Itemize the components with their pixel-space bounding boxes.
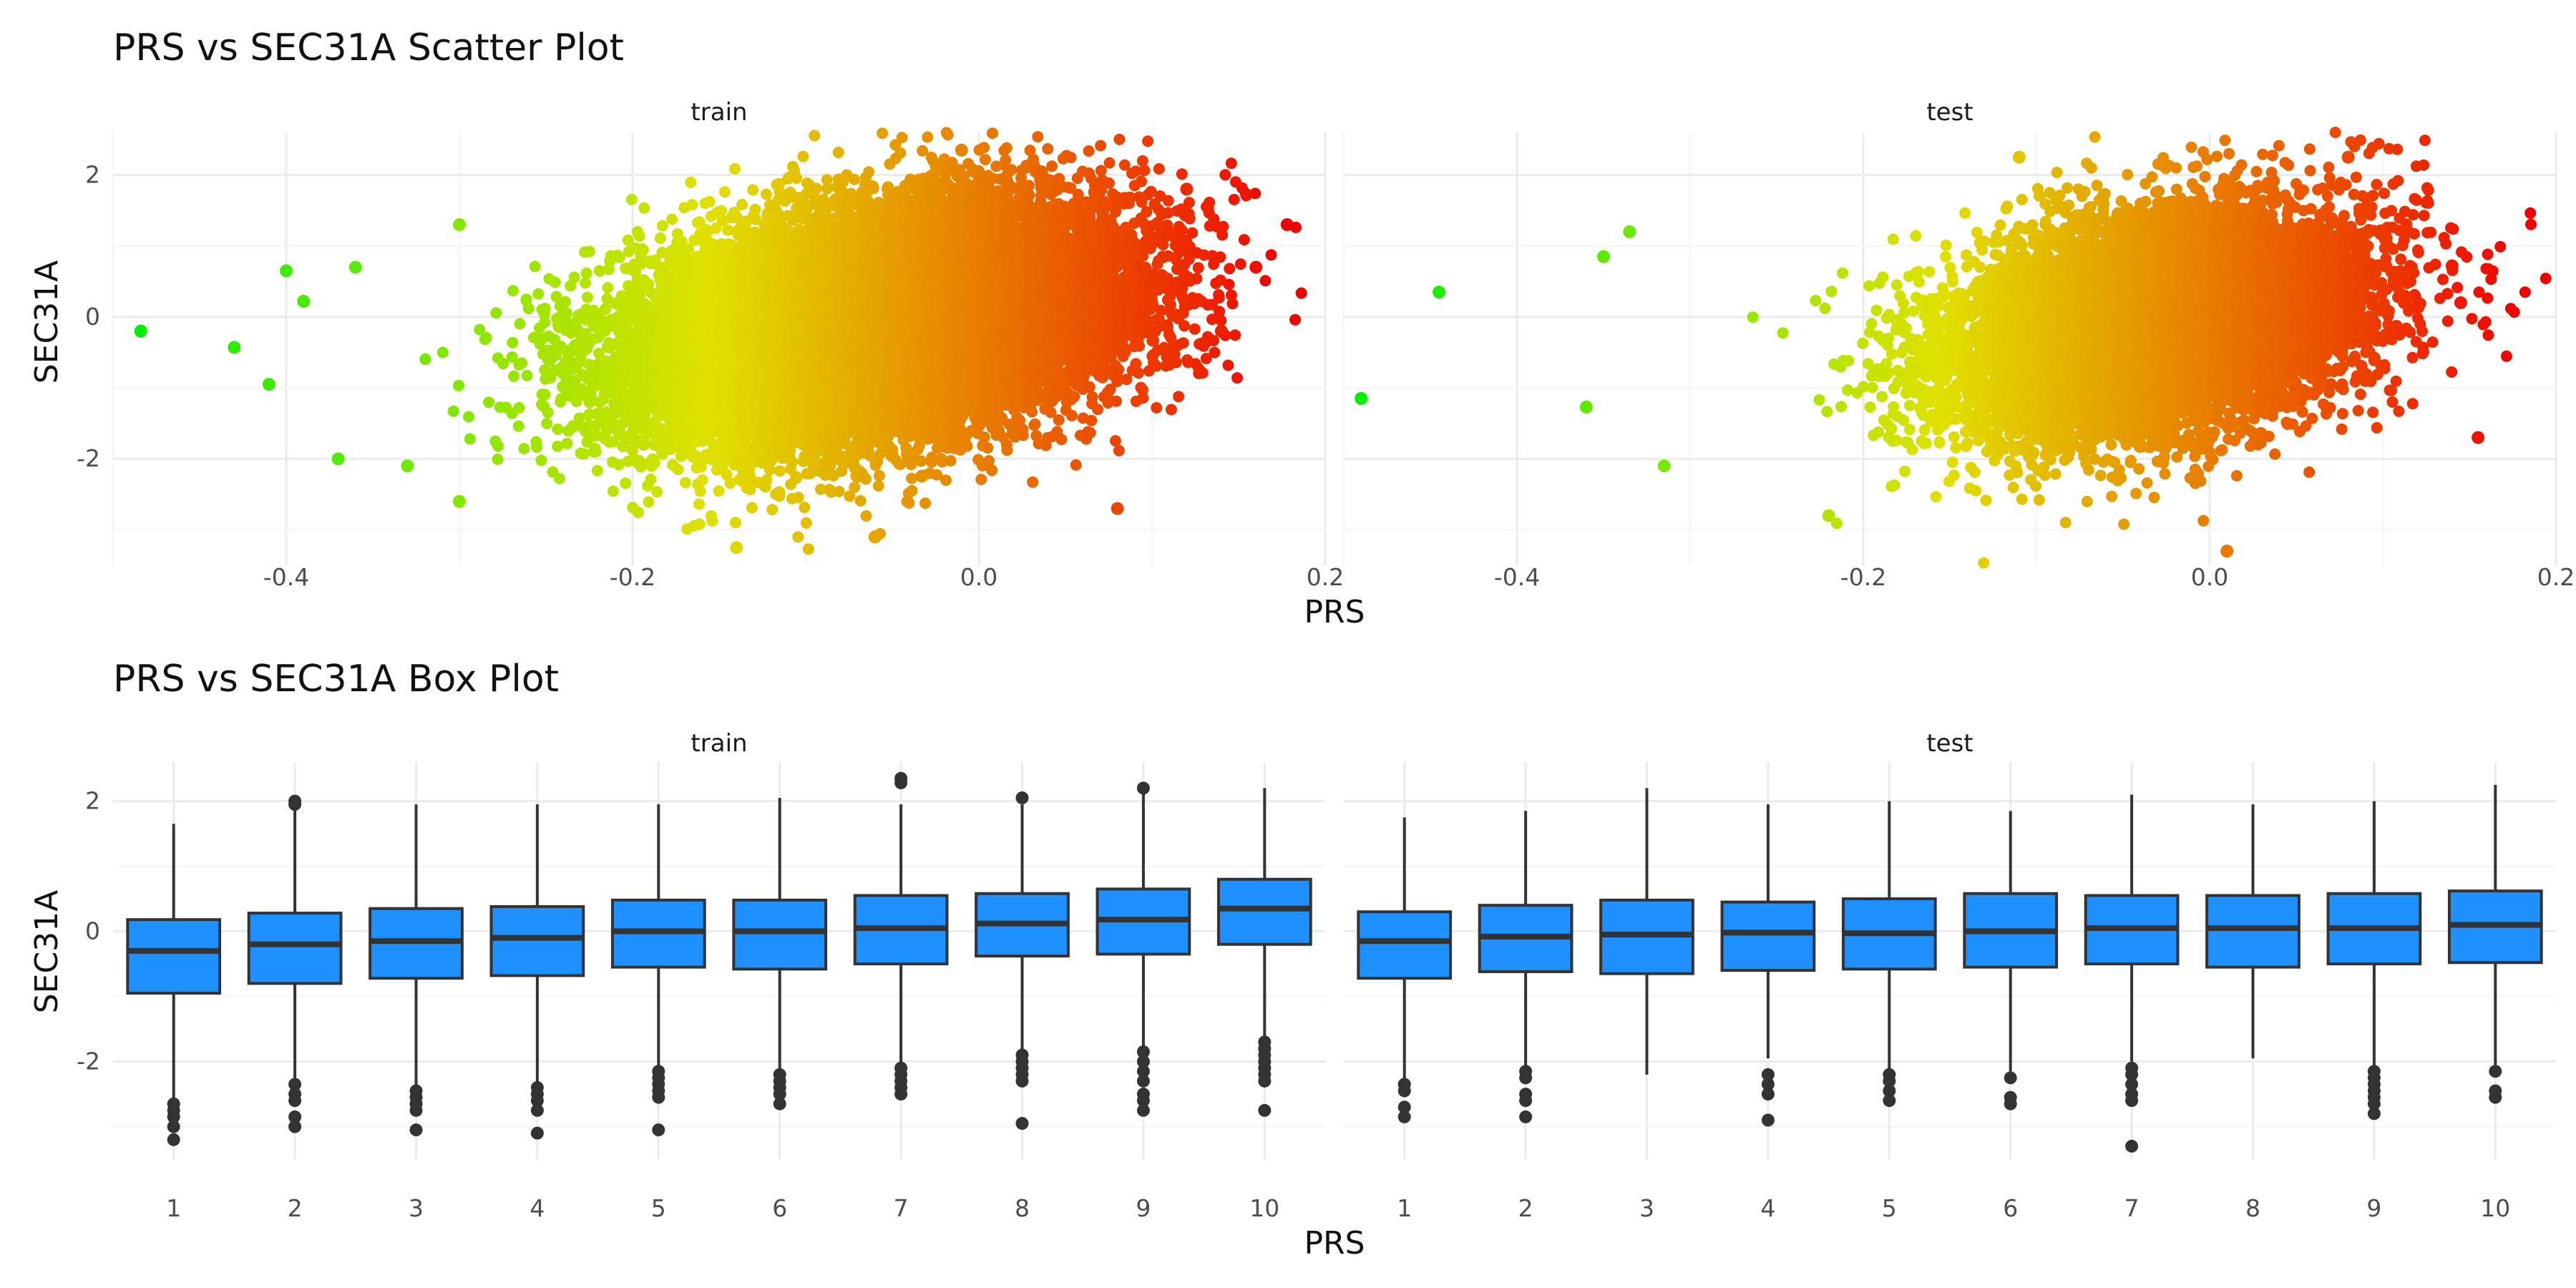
scatter-point [514,318,526,330]
scatter-point [973,144,985,156]
scatter-point [643,496,655,508]
scatter-point [565,280,577,292]
scatter-point [919,497,932,509]
scatter-point [873,469,885,482]
scatter-panel-train: -0.4 -0.2 0.0 0.220-2 [77,127,1344,591]
scatter-point [625,193,638,205]
scatter-point [1000,154,1012,166]
scatter-point [975,474,987,485]
scatter-point [582,291,593,303]
scatter-point [666,213,678,225]
scatter-point [936,456,948,468]
scatter-facet-label-test: test [1926,98,1973,127]
scatter-section: PRS vs SEC31A Scatter Plot train test -0… [29,26,2575,630]
scatter-point [1165,404,1177,416]
scatter-point [1173,391,1185,403]
scatter-point [530,436,542,448]
scatter-point [945,455,957,467]
scatter-facet-label-train: train [691,98,747,127]
scatter-point [580,277,591,289]
scatter-point [508,370,520,382]
scatter-point [483,396,495,409]
scatter-point [1162,195,1174,207]
scatter-point [633,507,645,519]
scatter-point [1042,143,1054,155]
scatter-point [1225,157,1237,170]
scatter-point [1095,165,1107,177]
scatter-point [507,285,519,297]
scatter-point [549,276,561,288]
scatter-plot-title: PRS vs SEC31A Scatter Plot [113,26,624,69]
scatter-point [766,504,779,516]
scatter-point [1229,329,1241,341]
scatter-points [134,127,1307,555]
scatter-point [602,282,614,294]
scatter-point [799,502,811,514]
scatter-point [672,464,684,476]
scatter-point [419,353,431,365]
scatter-point [1231,372,1243,384]
scatter-point [1046,160,1058,172]
scatter-point [832,147,844,158]
scatter-point [872,480,884,492]
